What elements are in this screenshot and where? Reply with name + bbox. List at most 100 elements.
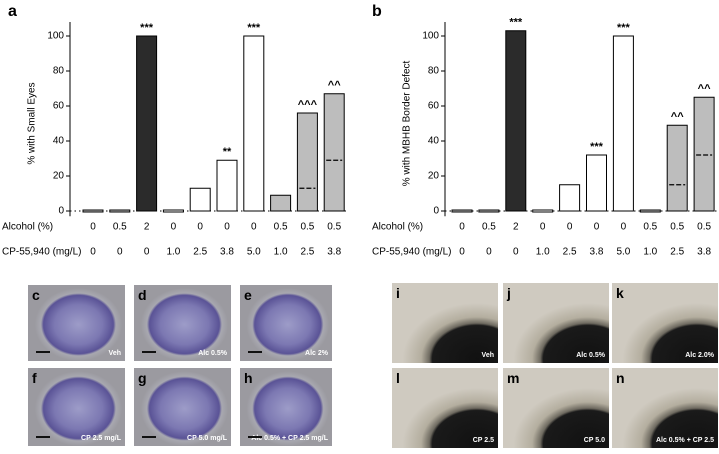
cp-label: 0 — [486, 247, 492, 258]
cp-label: 3.8 — [697, 247, 711, 258]
alcohol-label: 0 — [567, 222, 573, 233]
scale-bar — [248, 351, 262, 353]
alcohol-label: 0.5 — [697, 222, 711, 233]
alcohol-label: 2 — [513, 222, 519, 233]
scale-bar — [142, 436, 156, 438]
image-caption: Alc 0.5% + CP 2.5 — [655, 437, 714, 444]
y-axis-label: % with MBHB Border Defect — [402, 60, 413, 186]
micrograph: k Alc 2.0% — [612, 283, 718, 363]
bar — [162, 209, 184, 213]
y-tick-label: 20 — [53, 171, 65, 182]
micrograph: g CP 5.0 mg/L — [134, 368, 231, 446]
micrograph: n Alc 0.5% + CP 2.5 — [612, 368, 718, 448]
row-label: Alcohol (%) — [2, 222, 53, 233]
bar — [693, 96, 715, 212]
significance-label: *** — [247, 22, 261, 34]
alcohol-label: 0 — [171, 222, 177, 233]
panel-letter: a — [8, 3, 17, 20]
micrograph: f CP 2.5 mg/L — [28, 368, 125, 446]
panel-letter: h — [244, 370, 253, 386]
bar — [559, 184, 581, 212]
cp-label: 3.8 — [327, 247, 341, 258]
bar — [296, 112, 318, 212]
micrograph: d Alc 0.5% — [134, 285, 231, 361]
bar — [189, 187, 211, 212]
y-tick-label: 60 — [428, 101, 440, 112]
row-label: CP-55,940 (mg/L) — [2, 247, 81, 258]
scale-bar — [36, 351, 50, 353]
cp-label: 2.5 — [300, 247, 314, 258]
bar — [532, 209, 554, 213]
panel-letter: m — [507, 370, 520, 386]
panel-letter: c — [32, 287, 40, 303]
image-caption: Veh — [108, 350, 121, 357]
panel-letter: f — [32, 370, 37, 386]
panel-letter: e — [244, 287, 252, 303]
y-tick-label: 20 — [428, 171, 440, 182]
y-tick-label: 40 — [428, 136, 440, 147]
alcohol-label: 0.5 — [643, 222, 657, 233]
significance-label: *** — [590, 141, 604, 153]
alcohol-label: 0.5 — [274, 222, 288, 233]
y-tick-label: 80 — [428, 66, 440, 77]
alcohol-label: 0 — [540, 222, 546, 233]
scale-bar — [248, 436, 262, 438]
cp-label: 5.0 — [616, 247, 630, 258]
cp-label: 2.5 — [670, 247, 684, 258]
panel-letter: g — [138, 370, 147, 386]
cp-label: 0 — [144, 247, 150, 258]
y-tick-label: 100 — [47, 31, 64, 42]
alcohol-label: 0 — [594, 222, 600, 233]
image-caption: Alc 2.0% — [685, 352, 714, 359]
alcohol-label: 0.5 — [113, 222, 127, 233]
alcohol-label: 0 — [224, 222, 230, 233]
cp-label: 1.0 — [166, 247, 180, 258]
cp-label: 1.0 — [536, 247, 550, 258]
bar — [136, 35, 158, 212]
cp-label: 0 — [90, 247, 96, 258]
micrograph: c Veh — [28, 285, 125, 361]
significance-label: ** — [223, 146, 232, 158]
bar — [612, 35, 634, 212]
alcohol-label: 0.5 — [300, 222, 314, 233]
bar — [451, 209, 473, 213]
row-label: CP-55,940 (mg/L) — [372, 247, 451, 258]
image-caption: Veh — [481, 352, 494, 359]
image-caption: Alc 0.5% — [576, 352, 605, 359]
image-caption: CP 5.0 — [583, 437, 605, 444]
cp-label: 2.5 — [563, 247, 577, 258]
alcohol-label: 0.5 — [327, 222, 341, 233]
bar — [478, 209, 500, 213]
scale-bar — [36, 436, 50, 438]
alcohol-label: 0.5 — [482, 222, 496, 233]
bar — [243, 35, 265, 212]
cp-label: 2.5 — [193, 247, 207, 258]
significance-label: ^^ — [698, 83, 711, 95]
bar — [323, 93, 345, 212]
significance-label: *** — [509, 17, 523, 29]
alcohol-label: 2 — [144, 222, 150, 233]
y-tick-label: 60 — [53, 101, 65, 112]
cp-label: 3.8 — [220, 247, 234, 258]
micrograph: h Alc 0.5% + CP 2.5 mg/L — [240, 368, 332, 446]
bar — [666, 124, 688, 212]
cp-label: 1.0 — [643, 247, 657, 258]
panel-letter: b — [372, 3, 382, 20]
significance-label: *** — [140, 22, 154, 34]
alcohol-label: 0 — [459, 222, 465, 233]
y-tick-label: 0 — [58, 206, 64, 217]
bar — [82, 209, 104, 213]
micrograph: m CP 5.0 — [503, 368, 609, 448]
image-caption: Alc 0.5% + CP 2.5 mg/L — [251, 435, 328, 442]
cp-label: 0 — [117, 247, 123, 258]
bar — [109, 209, 131, 213]
micrograph: e Alc 2% — [240, 285, 332, 361]
cp-label: 3.8 — [590, 247, 604, 258]
alcohol-label: 0 — [197, 222, 203, 233]
alcohol-label: 0.5 — [670, 222, 684, 233]
alcohol-label: 0 — [90, 222, 96, 233]
alcohol-label: 0 — [621, 222, 627, 233]
image-caption: CP 2.5 — [472, 437, 494, 444]
